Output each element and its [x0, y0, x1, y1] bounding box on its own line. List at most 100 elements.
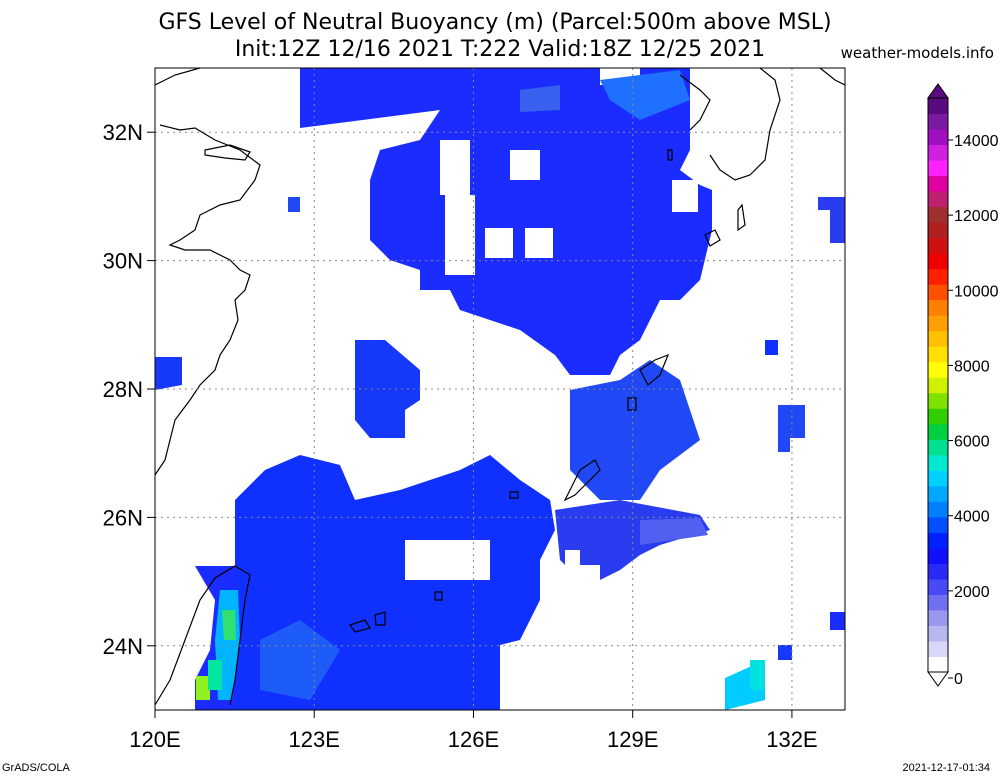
- field-region: [288, 197, 300, 212]
- x-tick-label: 126E: [448, 727, 499, 752]
- colorbar-swatch: [928, 547, 948, 564]
- colorbar-tick-label: 6000: [954, 434, 990, 451]
- colorbar-swatch: [928, 284, 948, 301]
- field-gap: [565, 550, 580, 565]
- coastline: [349, 619, 371, 633]
- y-tick-label: 32N: [103, 120, 143, 145]
- colorbar-swatch: [928, 330, 948, 347]
- field-gap: [445, 195, 475, 275]
- colorbar-tick-label: 2000: [954, 584, 990, 601]
- colorbar-swatch: [928, 640, 948, 657]
- colorbar-swatch: [928, 222, 948, 239]
- field-region: [830, 612, 845, 630]
- y-tick-label: 26N: [103, 505, 143, 530]
- field-region: [640, 518, 708, 545]
- colorbar-swatch: [928, 129, 948, 146]
- colorbar-tick-label: 14000: [954, 133, 999, 150]
- colorbar-swatch: [928, 361, 948, 378]
- field-region: [600, 70, 690, 120]
- field-region: [750, 660, 765, 690]
- coastline: [709, 67, 781, 181]
- x-tick-label: 132E: [766, 727, 817, 752]
- colorbar-swatch: [928, 191, 948, 208]
- coastline: [819, 67, 846, 86]
- coastline: [639, 353, 670, 386]
- colorbar-swatch: [928, 470, 948, 487]
- colorbar-max-arrow: [927, 83, 949, 99]
- coastline: [154, 565, 251, 706]
- field-gap: [560, 565, 600, 590]
- field-gap: [405, 540, 490, 580]
- colorbar-tick-label: 8000: [954, 358, 990, 375]
- colorbar-min-arrow: [927, 671, 949, 687]
- coastline: [704, 229, 721, 247]
- field-region: [570, 360, 700, 500]
- field-gap: [440, 140, 470, 195]
- colorbar-swatch: [928, 160, 948, 177]
- colorbar-swatch: [928, 439, 948, 456]
- y-tick-label: 30N: [103, 249, 143, 274]
- x-tick-label: 129E: [607, 727, 658, 752]
- field-region: [765, 340, 778, 355]
- field-region: [208, 660, 222, 690]
- colorbar: 0 2000 4000 6000 8000 10000 12000 14000: [927, 83, 999, 688]
- colorbar-swatch: [928, 609, 948, 626]
- colorbar-swatch: [928, 594, 948, 611]
- colorbar-swatch: [928, 253, 948, 270]
- colorbar-swatch: [928, 346, 948, 363]
- colorbar-swatch: [928, 408, 948, 425]
- colorbar-tick-label: 4000: [954, 509, 990, 526]
- source-credit: weather-models.info: [840, 44, 994, 62]
- colorbar-swatch: [928, 563, 948, 580]
- colorbar-swatch: [928, 625, 948, 642]
- field-region: [778, 645, 792, 660]
- coastline: [204, 144, 251, 161]
- axis-labels: 120E 123E 126E 129E 132E 24N 26N 28N 30N 32N: [103, 120, 818, 752]
- field-region: [222, 610, 236, 640]
- colorbar-swatch: [928, 516, 948, 533]
- y-tick-label: 28N: [103, 377, 143, 402]
- colorbar-tick-label: 0: [954, 671, 963, 688]
- field-region: [818, 197, 845, 243]
- colorbar-tick-label: 12000: [954, 208, 999, 225]
- generation-timestamp: 2021-12-17-01:34: [902, 762, 990, 774]
- coastline-layer: [154, 67, 846, 706]
- colorbar-swatch: [928, 98, 948, 115]
- colorbar-swatch: [928, 377, 948, 394]
- software-credit: GrADS/COLA: [2, 762, 70, 774]
- colorbar-swatch: [928, 315, 948, 332]
- field-region: [196, 676, 210, 700]
- coastline: [509, 491, 519, 499]
- field-region: [355, 340, 420, 438]
- coastline: [667, 149, 673, 161]
- x-tick-label: 120E: [129, 727, 180, 752]
- field-gap: [525, 228, 553, 258]
- coastline: [563, 459, 601, 502]
- colorbar-swatch: [928, 206, 948, 223]
- y-tick-label: 24N: [103, 634, 143, 659]
- colorbar-swatch: [928, 113, 948, 130]
- chart-title-line-1: GFS Level of Neutral Buoyancy (m) (Parce…: [158, 10, 832, 35]
- colorbar-swatch: [928, 532, 948, 549]
- coastline: [374, 611, 386, 626]
- x-tick-label: 123E: [289, 727, 340, 752]
- field-gap: [510, 150, 540, 180]
- field-region: [300, 68, 712, 375]
- coastline: [737, 203, 746, 232]
- colorbar-swatch: [928, 501, 948, 518]
- colorbar-swatch: [928, 485, 948, 502]
- colorbar-swatch: [928, 268, 948, 285]
- colorbar-swatch: [928, 144, 948, 161]
- colorbar-swatch: [928, 299, 948, 316]
- field-gap: [485, 228, 513, 258]
- colorbar-swatch: [928, 454, 948, 471]
- colorbar-swatch: [928, 423, 948, 440]
- colorbar-tick-label: 10000: [954, 283, 999, 300]
- colorbar-swatch: [928, 237, 948, 254]
- coastline: [679, 74, 711, 131]
- field-region: [520, 85, 560, 112]
- chart-title-line-2: Init:12Z 12/16 2021 T:222 Valid:18Z 12/2…: [234, 37, 766, 62]
- field-region: [155, 357, 182, 390]
- field-region: [260, 620, 340, 700]
